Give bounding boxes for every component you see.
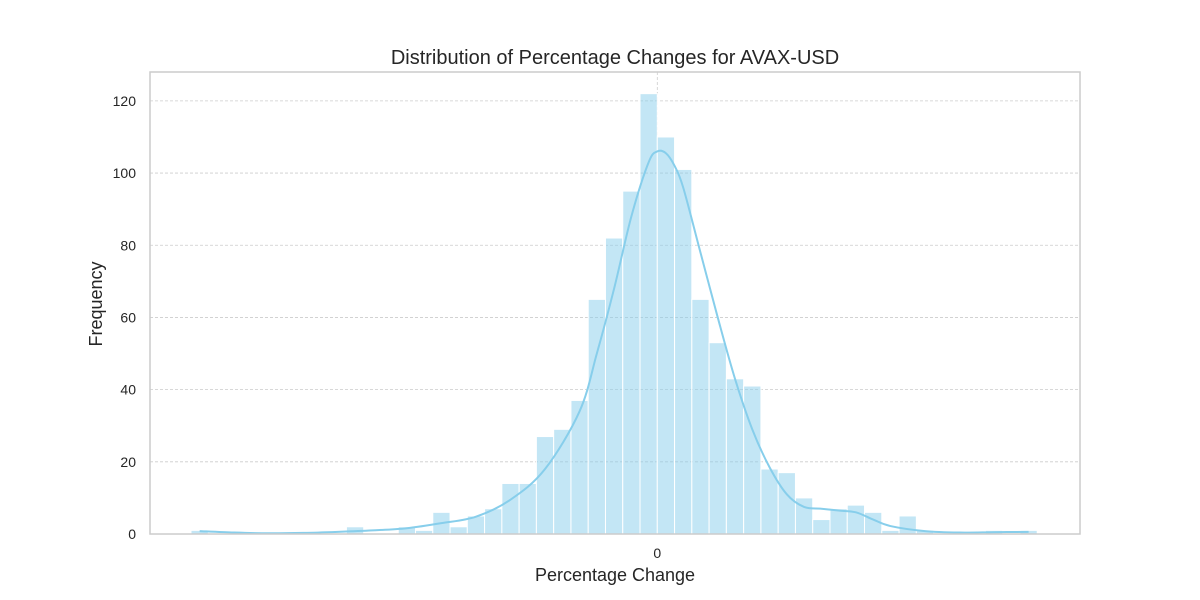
kde-curve	[199, 149, 1029, 535]
histogram-bar	[656, 136, 676, 535]
histogram-bars	[190, 93, 1038, 535]
histogram-bar	[777, 472, 796, 535]
chart-title: Distribution of Percentage Changes for A…	[391, 47, 839, 69]
histogram-bar	[604, 237, 624, 535]
y-tick-labels: 0 20 40 60 80 100 120	[113, 93, 137, 542]
histogram-bar	[691, 298, 710, 535]
histogram-bar	[743, 385, 762, 535]
y-tick-label: 40	[120, 382, 136, 398]
histogram-bar	[674, 168, 693, 535]
histogram-bar	[449, 526, 468, 535]
histogram-bar	[570, 399, 589, 535]
histogram-bar	[812, 519, 831, 535]
histogram-bar	[725, 378, 745, 535]
y-tick-label: 20	[120, 454, 136, 470]
y-axis-label: Frequency	[86, 261, 106, 346]
histogram-bar	[898, 515, 917, 535]
histogram-bar	[708, 342, 727, 535]
histogram-bar	[846, 504, 866, 535]
histogram-bar	[829, 508, 848, 535]
y-tick-label: 0	[128, 526, 136, 542]
histogram-bar	[535, 436, 555, 535]
y-tick-label: 120	[113, 93, 137, 109]
x-axis-label: Percentage Change	[535, 565, 695, 585]
y-tick-label: 80	[120, 237, 136, 253]
y-tick-label: 100	[113, 165, 137, 181]
plot-frame	[149, 71, 1081, 535]
x-tick-labels: 0	[653, 545, 661, 561]
histogram-bar	[501, 482, 520, 535]
y-tick-label: 60	[120, 309, 136, 325]
x-tick-label: 0	[653, 545, 661, 561]
